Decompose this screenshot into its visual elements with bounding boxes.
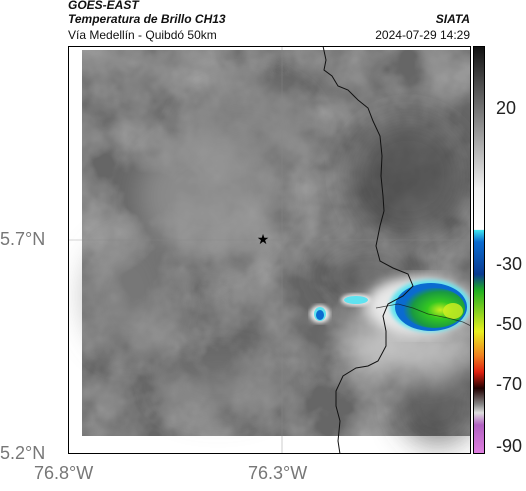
- agency-title: GOES-EAST: [68, 0, 139, 12]
- product-title: Temperatura de Brillo CH13: [68, 12, 226, 26]
- border-line: [322, 46, 414, 454]
- colorbar: [473, 46, 485, 454]
- satellite-map: ★: [68, 46, 471, 454]
- map-frame: [68, 46, 471, 454]
- cloud-patches: [83, 86, 471, 446]
- small-cell-2: [341, 294, 371, 306]
- small-cell-1: [310, 305, 330, 323]
- region-subtitle: Vía Medellín - Quibdó 50km: [68, 28, 217, 42]
- lat-tick-5-2: 5.2°N: [0, 443, 46, 463]
- colorbar-tick-m30: -30: [496, 254, 523, 274]
- colorbar-tick-20: 20: [496, 98, 517, 118]
- lat-tick-5-7: 5.7°N: [0, 229, 46, 249]
- colorbar-tick-m70: -70: [496, 374, 523, 394]
- colorbar-tick-m50: -50: [496, 314, 523, 334]
- location-star-icon: ★: [257, 232, 270, 248]
- colorbar-tick-m90: -90: [496, 436, 523, 456]
- timestamp-label: 2024-07-29 14:29: [375, 28, 470, 42]
- lon-tick-76-8: 76.8°W: [34, 463, 94, 483]
- source-label: SIATA: [435, 12, 470, 26]
- lon-tick-76-3: 76.3°W: [248, 463, 308, 483]
- convective-cell: [366, 276, 470, 336]
